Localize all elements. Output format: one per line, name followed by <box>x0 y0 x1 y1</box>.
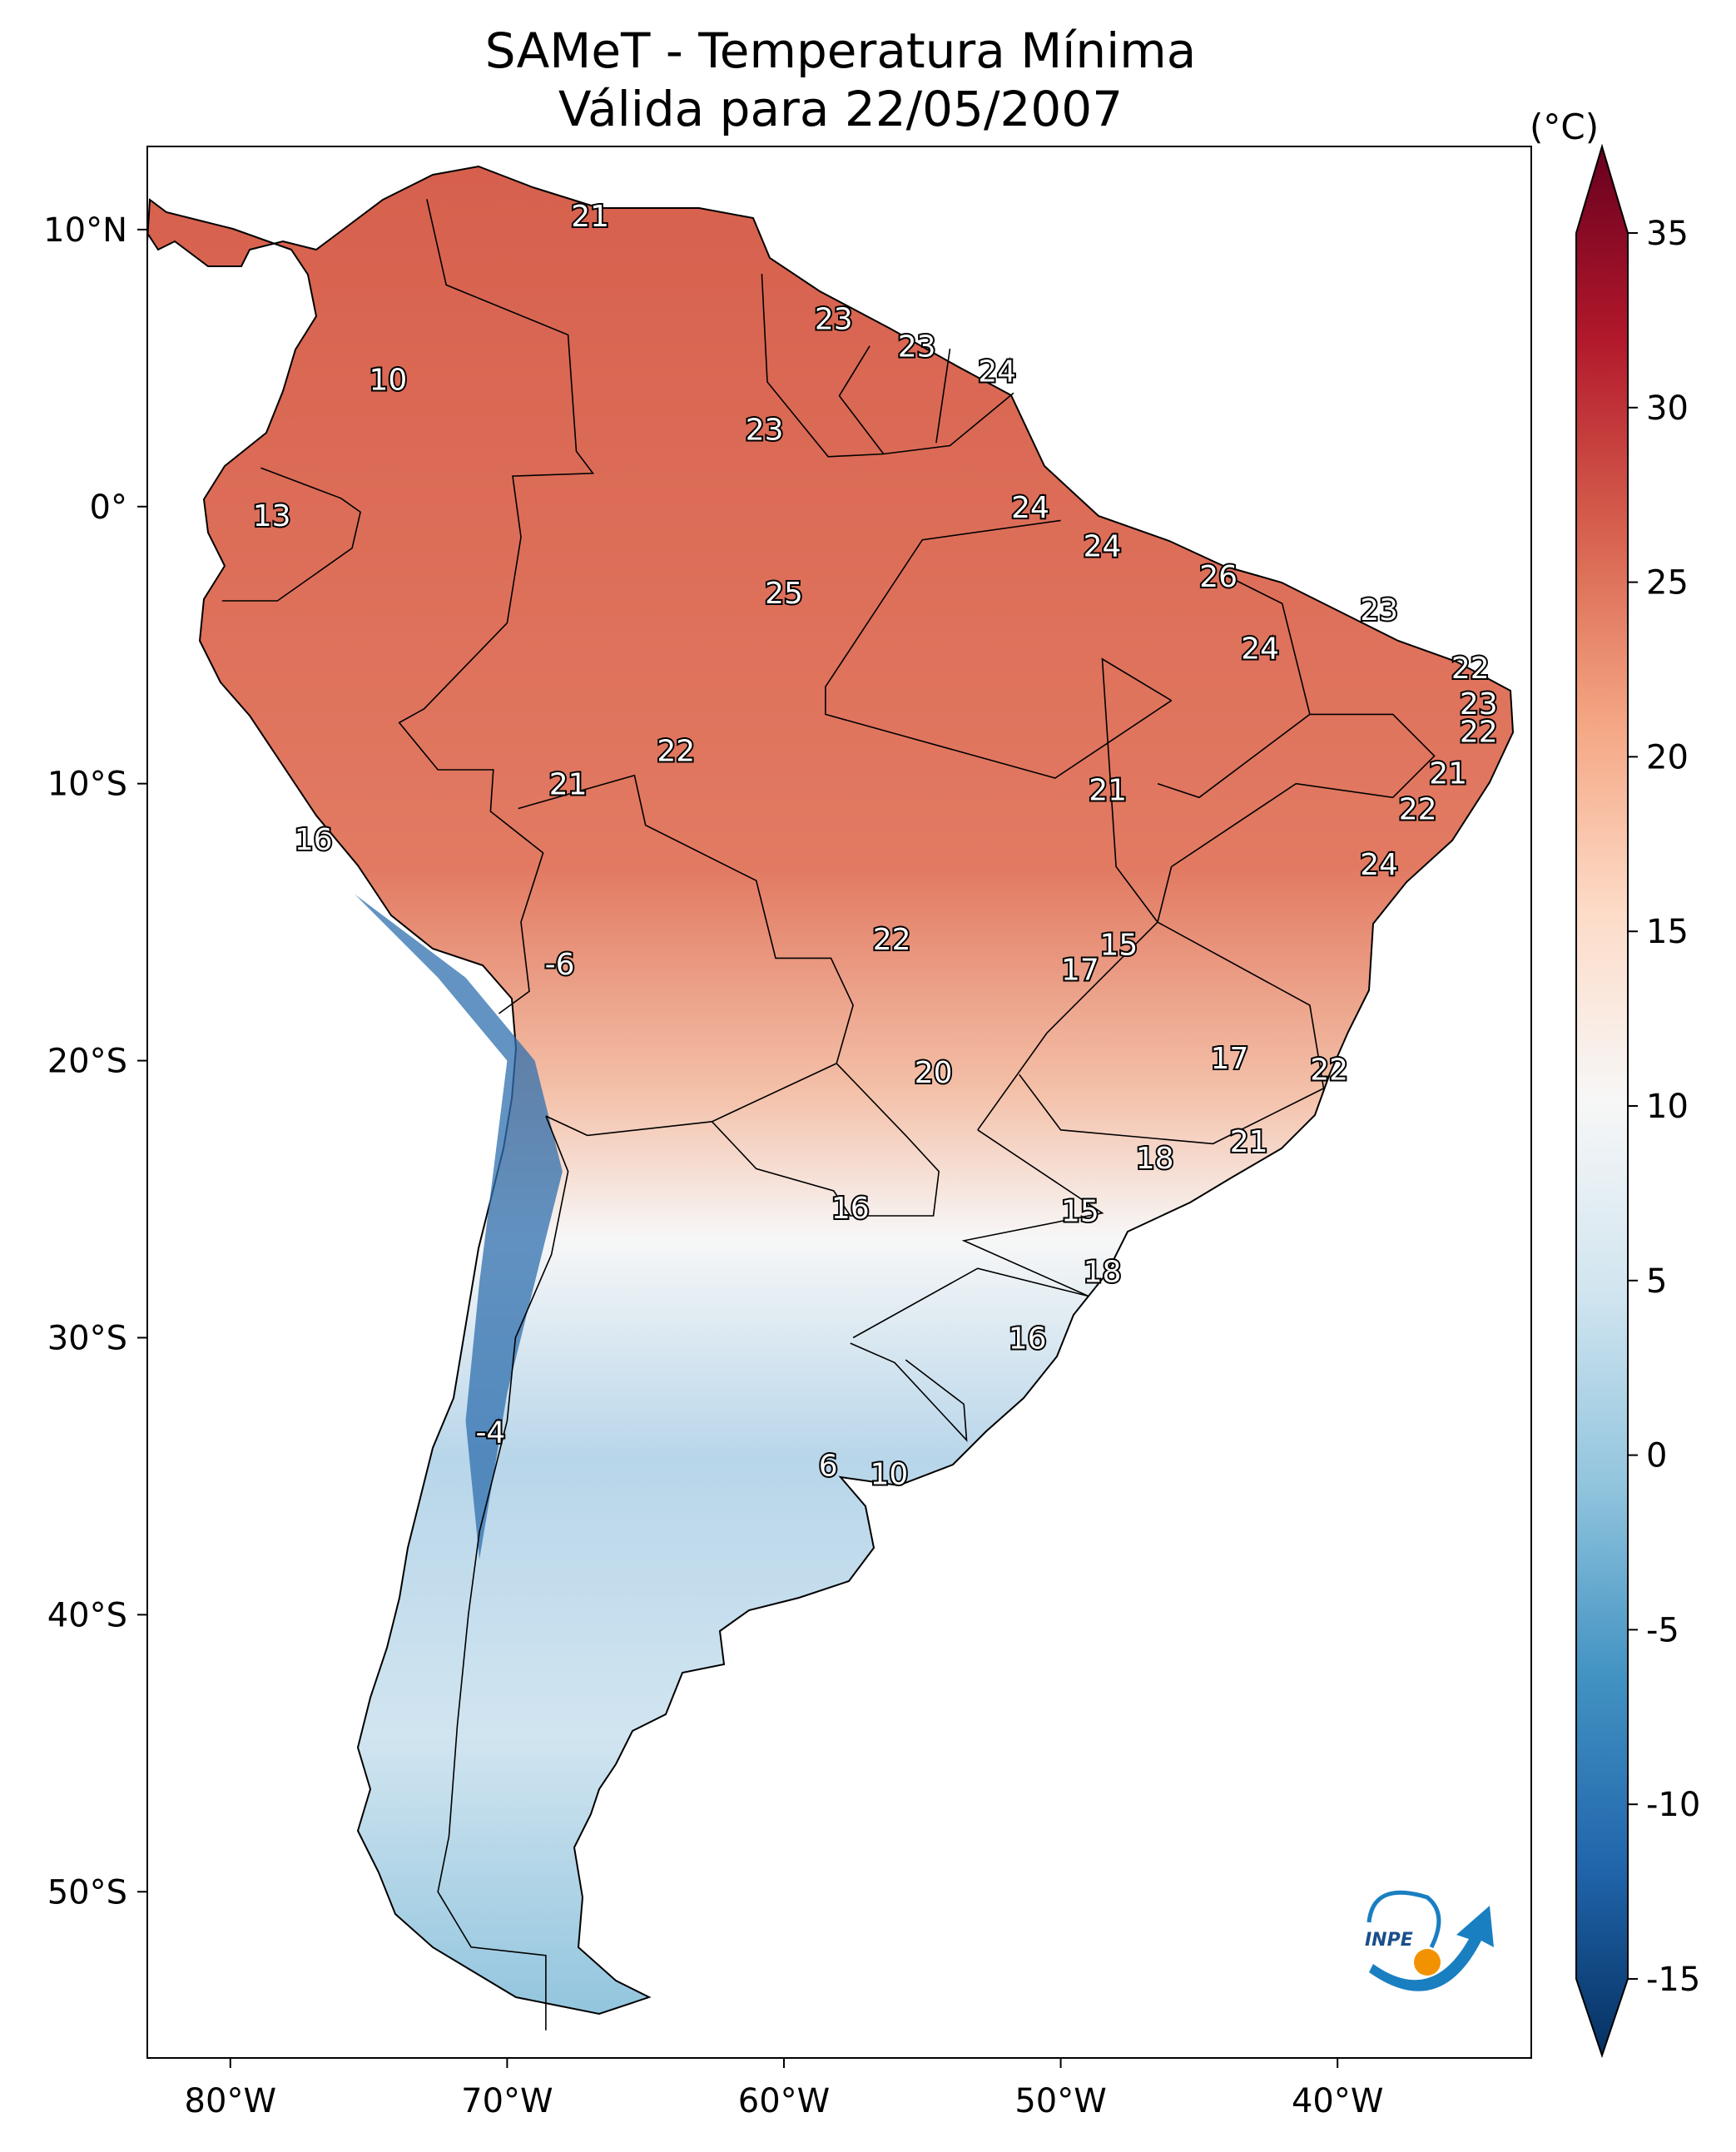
border-line <box>398 622 544 1014</box>
station-value-label: 17 <box>1211 1042 1249 1076</box>
lon-tick-label: 50°W <box>1014 2082 1106 2120</box>
station-value-label: 22 <box>1460 715 1498 749</box>
station-value-label: 18 <box>1084 1256 1122 1290</box>
lon-tick-label: 70°W <box>461 2082 553 2120</box>
station-value-label: 15 <box>1061 1194 1099 1228</box>
map-frame <box>146 146 1532 2059</box>
station-value-label: 21 <box>1089 773 1127 807</box>
station-value-label: 26 <box>1199 560 1238 594</box>
lon-tick-label: 60°W <box>738 2082 830 2120</box>
station-value-label: 25 <box>765 577 803 611</box>
station-value-label: 23 <box>898 330 936 364</box>
station-value-label: 17 <box>1061 954 1099 988</box>
map-title: SAMeT - Temperatura Mínima Válida para 2… <box>150 22 1531 138</box>
colorbar-tick-label: 10 <box>1646 1088 1689 1126</box>
station-value-label: 22 <box>1310 1054 1348 1088</box>
border-line <box>437 1115 569 2031</box>
station-value-label: 6 <box>819 1450 838 1484</box>
logo-orange-dot <box>1414 1949 1441 1976</box>
station-value-label: 18 <box>1136 1142 1174 1176</box>
lat-tick-label: 10°S <box>47 766 127 804</box>
station-value-label: 24 <box>1084 529 1122 563</box>
colorbar-tick-label: 15 <box>1646 913 1689 951</box>
lat-tick-label: 20°S <box>47 1043 127 1081</box>
colorbar-ticks: 35 30 25 20 15 10 5 0 -5 -10 -15 <box>1628 215 1700 1999</box>
station-value-label: 24 <box>1241 632 1279 667</box>
station-value-label: 13 <box>253 499 291 533</box>
inpe-logo: INPE <box>1365 1890 1494 1991</box>
colorbar-tick-label: -15 <box>1646 1961 1700 1999</box>
title-line-1: SAMeT - Temperatura Mínima <box>484 22 1197 79</box>
station-value-label: -6 <box>545 948 575 982</box>
lon-tick-label: 80°W <box>185 2082 276 2120</box>
lat-tick-label: 10°N <box>43 211 127 250</box>
station-value-label: 16 <box>831 1192 870 1226</box>
border-line <box>221 467 361 602</box>
station-value-label: 24 <box>1360 848 1398 882</box>
lat-tick-label: 0° <box>90 488 127 527</box>
colorbar-tick-label: -5 <box>1646 1611 1679 1649</box>
longitude-ticks: 80°W 70°W 60°W 50°W 40°W <box>185 2058 1383 2120</box>
station-value-label: 24 <box>978 355 1016 389</box>
colorbar-unit-label: (°C) <box>1530 107 1600 147</box>
station-value-label: 21 <box>1230 1125 1268 1159</box>
border-line <box>426 199 595 623</box>
border-line <box>825 519 1173 779</box>
station-value-label: -4 <box>475 1416 505 1450</box>
border-line <box>518 774 854 1137</box>
colorbar-tick-label: 20 <box>1646 738 1689 776</box>
border-line <box>852 1129 1104 1339</box>
colorbar-tick-label: 5 <box>1646 1262 1667 1301</box>
border-line <box>1171 713 1436 868</box>
station-value-label: 10 <box>870 1458 908 1492</box>
border-line <box>935 348 951 444</box>
colorbar-bar <box>1575 143 1629 2059</box>
logo-arrow-icon <box>1369 1906 1494 1991</box>
colorbar-tick-label: 30 <box>1646 389 1689 428</box>
station-value-label: 23 <box>815 302 853 336</box>
colorbar-tick-label: 35 <box>1646 215 1689 253</box>
station-value-label: 23 <box>1360 593 1398 627</box>
station-value-label: 23 <box>746 414 784 448</box>
south-america-landmass <box>147 165 1515 2016</box>
station-value-label: 21 <box>549 768 588 802</box>
andes-cold-zone <box>327 866 563 1559</box>
colorbar-tick-label: 0 <box>1646 1437 1667 1475</box>
colorbar: 35 30 25 20 15 10 5 0 -5 -10 -15 <box>1575 143 1700 2059</box>
country-borders <box>221 199 1436 2031</box>
border-line <box>1019 866 1325 1145</box>
station-value-label: 22 <box>657 735 695 769</box>
station-value-label: 22 <box>1451 652 1490 686</box>
border-line <box>838 345 885 454</box>
station-value-label: 20 <box>915 1056 953 1090</box>
latitude-ticks: 10°N 0° 10°S 20°S 30°S 40°S 50°S <box>43 211 147 1912</box>
logo-text: INPE <box>1365 1930 1413 1951</box>
lat-tick-label: 40°S <box>47 1596 127 1634</box>
station-value-label: 22 <box>1399 793 1437 827</box>
station-value-label: 21 <box>1429 756 1467 791</box>
station-value-label: 23 <box>1460 687 1498 721</box>
lat-tick-label: 50°S <box>47 1873 127 1912</box>
station-value-label: 24 <box>1011 491 1049 525</box>
station-value-label: 22 <box>873 923 911 957</box>
border-line <box>977 657 1173 1131</box>
station-value-label: 16 <box>295 823 333 857</box>
lon-tick-label: 40°W <box>1292 2082 1383 2120</box>
station-value-label: 21 <box>571 200 609 234</box>
border-line <box>711 1063 940 1217</box>
title-line-2: Válida para 22/05/2007 <box>558 81 1123 137</box>
lat-tick-label: 30°S <box>47 1319 127 1357</box>
logo-swoosh-icon <box>1366 1890 1441 1949</box>
border-line <box>850 1342 968 1442</box>
colorbar-tick-label: -10 <box>1646 1786 1700 1824</box>
colorbar-tick-label: 25 <box>1646 564 1689 602</box>
station-value-label: 10 <box>369 364 407 398</box>
border-line <box>761 274 1014 458</box>
station-value-label: 16 <box>1009 1322 1047 1356</box>
station-value-label: 15 <box>1099 929 1138 963</box>
